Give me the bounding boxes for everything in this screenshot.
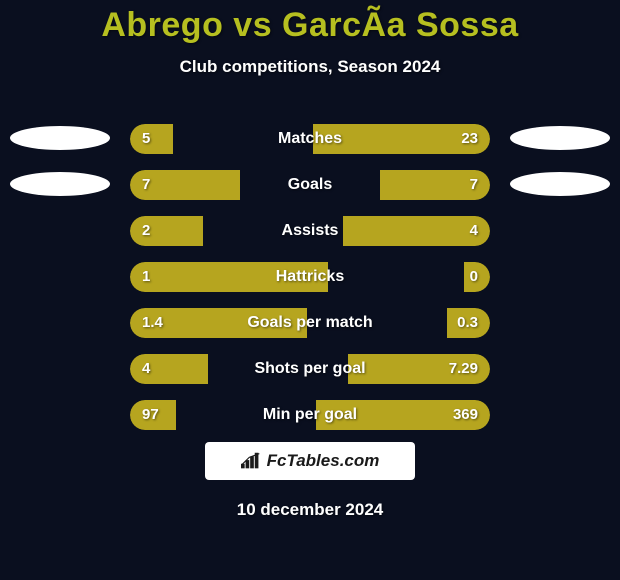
comparison-infographic: Abrego vs GarcÃ­a Sossa Club competition… <box>0 0 620 580</box>
stat-bar-track: 10Hattricks <box>130 262 490 292</box>
stat-bar-left <box>130 170 240 200</box>
stat-bar-left <box>130 308 307 338</box>
stat-bar-left <box>130 216 203 246</box>
stat-bar-right <box>380 170 490 200</box>
stat-bar-track: 1.40.3Goals per match <box>130 308 490 338</box>
stat-bar-left <box>130 400 176 430</box>
stats-area: 523Matches 77Goals 24Assists 10Hattricks 1.4… <box>0 118 620 440</box>
stat-row: 1.40.3Goals per match <box>0 302 620 348</box>
player-avatar-right <box>510 126 610 150</box>
stat-row: 24Assists <box>0 210 620 256</box>
stat-bar-track: 77Goals <box>130 170 490 200</box>
stat-bar-right <box>313 124 490 154</box>
page-title: Abrego vs GarcÃ­a Sossa <box>0 0 620 45</box>
player-avatar-left <box>10 172 110 196</box>
player-avatar-right <box>510 172 610 196</box>
source-logo: FcTables.com <box>205 442 415 480</box>
stat-bar-track: 523Matches <box>130 124 490 154</box>
stat-bar-right <box>316 400 490 430</box>
source-logo-text: FcTables.com <box>267 451 380 471</box>
chart-bars-icon <box>241 451 263 471</box>
stat-bar-track: 97369Min per goal <box>130 400 490 430</box>
stat-bar-left <box>130 354 208 384</box>
stat-bar-left <box>130 124 173 154</box>
stat-bar-track: 24Assists <box>130 216 490 246</box>
stat-row: 10Hattricks <box>0 256 620 302</box>
stat-bar-right <box>447 308 490 338</box>
stat-row: 97369Min per goal <box>0 394 620 440</box>
stat-bar-right <box>348 354 490 384</box>
stat-row: 523Matches <box>0 118 620 164</box>
stat-bar-right <box>464 262 490 292</box>
stat-row: 47.29Shots per goal <box>0 348 620 394</box>
date-label: 10 december 2024 <box>0 500 620 520</box>
page-subtitle: Club competitions, Season 2024 <box>0 57 620 77</box>
player-avatar-left <box>10 126 110 150</box>
stat-bar-left <box>130 262 328 292</box>
stat-row: 77Goals <box>0 164 620 210</box>
stat-bar-track: 47.29Shots per goal <box>130 354 490 384</box>
stat-bar-right <box>343 216 490 246</box>
